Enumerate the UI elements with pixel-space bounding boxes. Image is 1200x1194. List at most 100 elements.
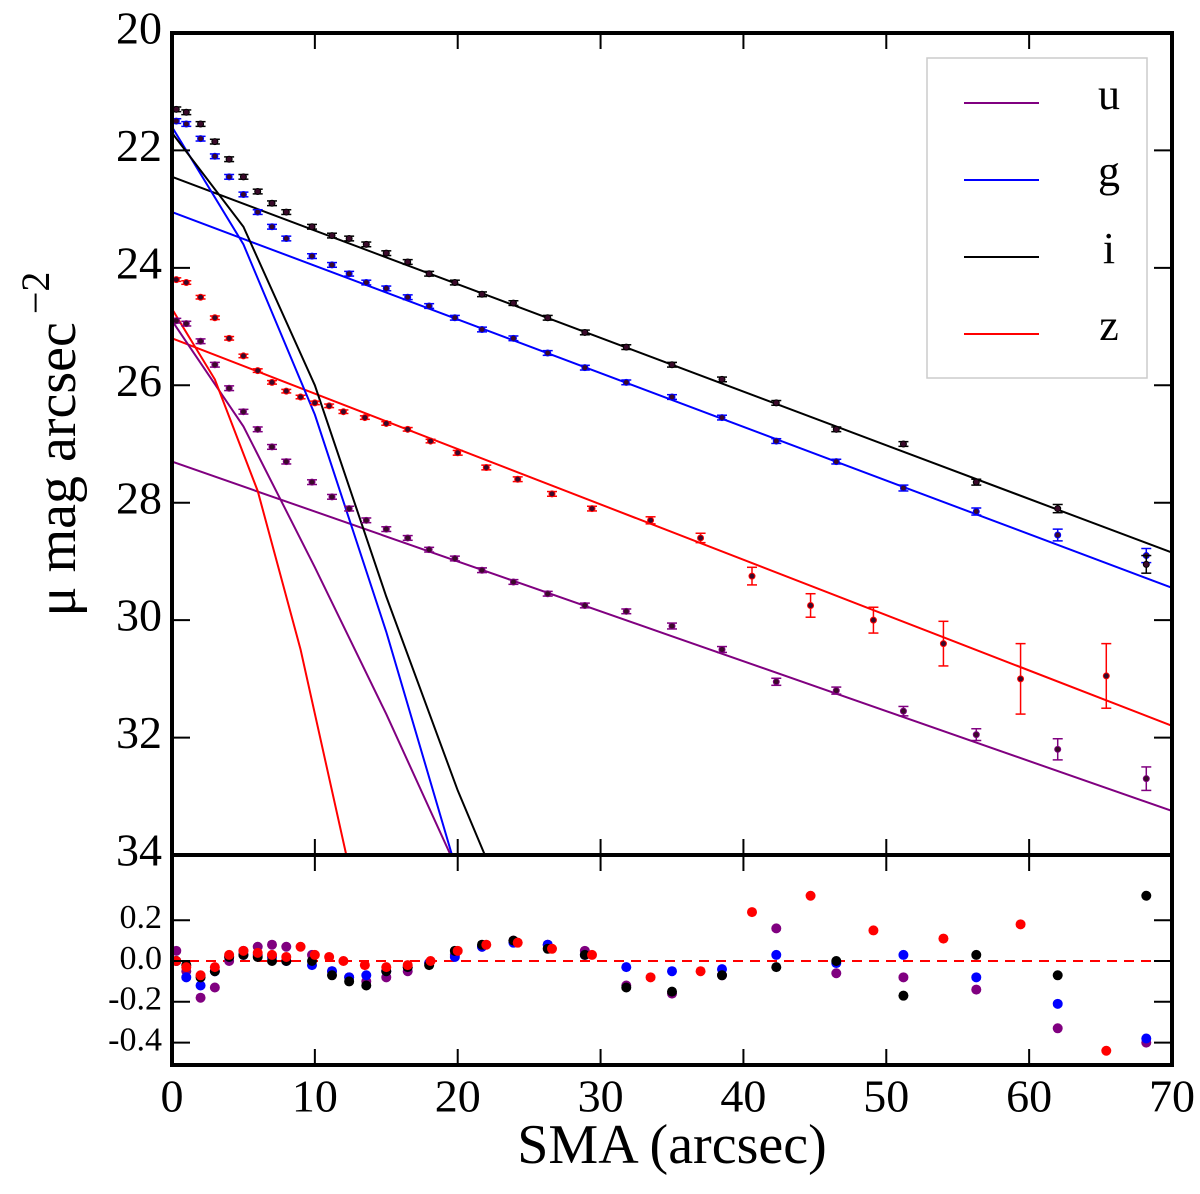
- data-point: [454, 449, 462, 457]
- data-point: [899, 484, 907, 492]
- residual-point: [1052, 970, 1063, 981]
- x-tick-label: 0: [161, 1071, 184, 1122]
- y-tick-label: 32: [116, 707, 162, 758]
- residual-point: [717, 970, 727, 981]
- data-point: [1017, 675, 1025, 683]
- x-tick-label: 30: [578, 1071, 624, 1122]
- y-tick-label: -0.2: [108, 981, 162, 1018]
- residual-point: [587, 949, 597, 960]
- data-point: [807, 601, 815, 609]
- data-point: [282, 458, 290, 466]
- y-tick-label: 20: [116, 3, 162, 54]
- data-point: [509, 299, 517, 307]
- residual-point: [938, 933, 949, 944]
- data-point: [718, 646, 726, 653]
- data-point: [972, 478, 980, 486]
- residual-point: [898, 972, 909, 983]
- residual-point: [547, 943, 557, 954]
- data-point: [548, 490, 556, 498]
- y-label-exponent: −2: [13, 272, 58, 315]
- data-point: [268, 199, 276, 207]
- data-point: [478, 326, 486, 334]
- data-point: [172, 105, 180, 113]
- residual-point: [831, 956, 842, 967]
- residual-point: [338, 956, 349, 967]
- data-point: [268, 378, 276, 386]
- data-point: [772, 399, 780, 407]
- residual-point: [181, 962, 192, 973]
- data-point: [772, 678, 780, 686]
- residual-point: [645, 972, 656, 983]
- residual-point: [771, 962, 782, 973]
- data-point: [308, 478, 316, 486]
- residual-point: [452, 945, 463, 956]
- data-point: [254, 188, 262, 196]
- data-point: [239, 352, 247, 360]
- residual-point: [252, 947, 263, 958]
- residual-point: [327, 970, 337, 981]
- data-point: [225, 384, 233, 392]
- data-point: [345, 505, 353, 513]
- data-point: [211, 314, 219, 322]
- data-point: [239, 190, 247, 198]
- data-point: [382, 249, 390, 257]
- data-point: [1054, 505, 1062, 513]
- residual-point: [1015, 919, 1026, 930]
- data-point: [772, 437, 780, 445]
- data-point: [668, 622, 676, 630]
- data-point: [362, 279, 370, 287]
- data-point: [544, 349, 552, 357]
- data-point: [211, 138, 219, 146]
- data-point: [622, 607, 630, 615]
- data-point: [225, 155, 233, 163]
- data-point: [622, 378, 630, 386]
- data-point: [308, 252, 316, 260]
- data-point: [899, 440, 907, 448]
- residual-point: [267, 949, 277, 960]
- data-point: [211, 361, 219, 369]
- residual-point: [361, 970, 372, 981]
- data-point: [382, 284, 390, 292]
- data-point: [268, 443, 276, 451]
- x-tick-label: 20: [435, 1071, 481, 1122]
- y-tick-label: 26: [116, 355, 162, 406]
- model-line: [172, 308, 348, 855]
- data-point: [404, 258, 412, 266]
- data-point: [382, 419, 390, 427]
- data-point: [622, 343, 630, 351]
- residual-point: [195, 970, 206, 981]
- data-point: [647, 516, 655, 524]
- data-point: [182, 279, 190, 287]
- residual-point: [425, 956, 436, 967]
- residual-point: [621, 962, 632, 973]
- plot-area: [172, 105, 1172, 855]
- residual-point: [238, 945, 249, 956]
- data-point: [509, 334, 517, 342]
- data-point: [581, 364, 589, 372]
- y-tick-label: 0.0: [120, 940, 163, 977]
- x-axis-label: SMA (arcsec): [517, 1114, 826, 1176]
- model-line: [172, 126, 453, 855]
- data-point: [362, 240, 370, 248]
- residual-point: [512, 937, 523, 948]
- data-point: [718, 375, 726, 383]
- residual-point: [181, 972, 192, 983]
- model-line: [172, 337, 1172, 727]
- y-tick-label: 30: [116, 590, 162, 641]
- data-point: [197, 293, 205, 301]
- residual-point: [195, 992, 206, 1003]
- data-point: [404, 425, 412, 433]
- data-point: [282, 235, 290, 242]
- data-point: [544, 590, 552, 598]
- data-point: [254, 208, 262, 216]
- data-point: [869, 616, 877, 624]
- residual-point: [898, 949, 909, 960]
- data-point: [581, 328, 589, 336]
- residual-point: [771, 949, 782, 960]
- legend-label: z: [1099, 301, 1119, 350]
- x-tick-label: 10: [292, 1071, 338, 1122]
- data-point: [668, 361, 676, 369]
- legend-label: i: [1103, 224, 1115, 273]
- residual-point: [481, 939, 492, 950]
- data-point: [451, 279, 459, 287]
